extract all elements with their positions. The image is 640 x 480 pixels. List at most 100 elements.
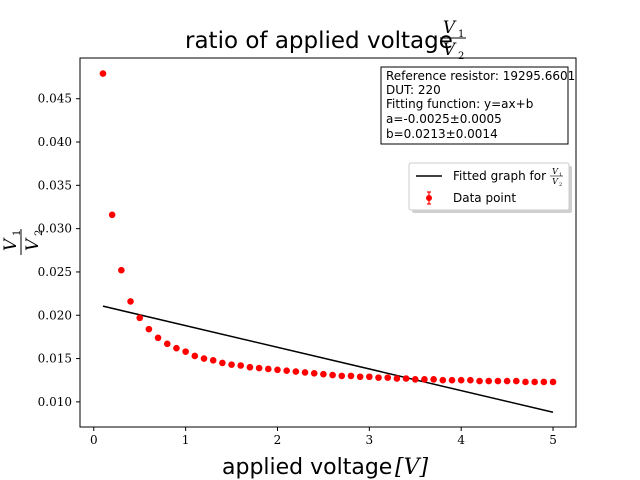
data-point: [540, 378, 548, 386]
data-point: [338, 372, 346, 380]
legend-line-label: Fitted graph for: [453, 169, 546, 183]
y-tick-label: 0.020: [38, 308, 72, 322]
data-point: [264, 365, 272, 373]
data-point: [228, 361, 235, 368]
info-line-fitting-function: Fitting function: y=ax+b: [386, 97, 533, 111]
legend-frac-num: V: [552, 167, 559, 176]
data-point: [402, 375, 410, 382]
data-point: [163, 340, 171, 348]
data-point: [522, 378, 529, 386]
info-box: Reference resistor: 19295.6601 DUT: 220 …: [380, 66, 575, 145]
data-point: [512, 377, 520, 385]
data-point: [531, 378, 538, 386]
data-point: [549, 378, 557, 386]
legend-frac-den: V: [552, 177, 559, 186]
title-frac-den: V: [443, 40, 457, 60]
data-point: [421, 376, 428, 383]
data-point-series: [99, 70, 557, 386]
info-line-a: a=-0.0025±0.0005: [386, 112, 502, 126]
x-tick-label: 0: [90, 433, 98, 447]
y-axis: 0.010 0.015 0.020 0.025 0.030 0.035 0.040 0.045: [38, 92, 80, 409]
x-tick-label: 3: [366, 433, 374, 447]
data-point: [182, 348, 189, 355]
data-point: [329, 371, 336, 379]
fitted-line-series: [102, 305, 554, 414]
data-point: [439, 376, 447, 384]
data-point: [191, 352, 199, 360]
data-point: [347, 372, 355, 380]
data-point: [237, 362, 245, 369]
y-tick-label: 0.035: [38, 178, 72, 192]
legend-frac-den-sub: 2: [559, 182, 562, 188]
data-point: [393, 375, 401, 382]
data-point: [476, 377, 483, 385]
y-tick-label: 0.025: [38, 265, 72, 279]
x-axis-label-text: applied voltage: [222, 455, 392, 480]
data-point: [173, 344, 180, 352]
data-point: [246, 363, 254, 371]
data-point: [356, 373, 364, 381]
data-point: [457, 376, 465, 384]
data-point: [366, 373, 373, 381]
y-label-frac-den-sub: 2: [34, 230, 45, 236]
y-label-frac-num: V: [1, 237, 21, 251]
data-point: [127, 298, 134, 305]
x-tick-label: 5: [549, 433, 557, 447]
data-point: [99, 70, 107, 77]
data-point: [320, 370, 327, 378]
data-point: [219, 359, 226, 367]
data-point: [467, 376, 474, 384]
y-axis-label: V 1 V 2: [1, 229, 45, 255]
legend-frame: [408, 162, 570, 211]
y-tick-label: 0.040: [38, 135, 72, 149]
data-point: [430, 376, 437, 383]
title-frac-num: V: [443, 18, 457, 38]
data-point: [411, 376, 419, 383]
data-point: [448, 376, 456, 384]
chart-title-text: ratio of applied voltage: [185, 28, 453, 54]
data-point: [503, 377, 511, 385]
y-tick-label: 0.010: [38, 395, 72, 409]
fitted-line: [102, 305, 554, 414]
legend-point-swatch: [426, 195, 432, 201]
data-point: [209, 357, 217, 364]
data-point: [310, 369, 318, 377]
y-tick-label: 0.030: [38, 222, 72, 236]
data-point: [200, 355, 208, 362]
y-label-frac-num-sub: 1: [12, 230, 23, 236]
y-tick-label: 0.045: [38, 92, 72, 106]
info-line-reference-resistor: Reference resistor: 19295.6601: [386, 69, 575, 83]
data-point: [375, 374, 382, 381]
data-point: [384, 374, 392, 381]
data-point: [274, 366, 281, 374]
data-point: [301, 369, 309, 376]
info-box-frame: [380, 66, 569, 145]
info-line-dut: DUT: 220: [386, 83, 441, 97]
data-point: [136, 314, 144, 322]
y-tick-label: 0.015: [38, 352, 72, 366]
x-tick-label: 2: [274, 433, 282, 447]
legend-frac-num-sub: 1: [559, 172, 562, 178]
data-point: [485, 377, 493, 385]
data-point: [118, 266, 125, 274]
data-point: [283, 367, 290, 374]
title-frac-den-sub: 2: [458, 51, 464, 62]
data-point: [255, 364, 263, 372]
data-point: [494, 377, 502, 385]
x-tick-label: 4: [457, 433, 465, 447]
data-point: [145, 325, 153, 333]
info-line-b: b=0.0213±0.0014: [386, 127, 498, 141]
x-axis-label-unit: [V]: [395, 455, 428, 480]
chart-title: ratio of applied voltage V 1 V 2: [185, 18, 466, 62]
data-point: [154, 334, 162, 342]
legend: Fitted graph for V 1 V 2 Data point: [408, 162, 572, 213]
legend-point-label: Data point: [453, 191, 516, 205]
x-tick-label: 1: [182, 433, 190, 447]
plot-frame: [79, 57, 577, 428]
y-label-frac-den: V: [23, 237, 43, 251]
title-frac-num-sub: 1: [458, 29, 464, 40]
data-point: [108, 211, 116, 219]
data-point: [292, 368, 300, 375]
x-axis: 0 1 2 3 4 5: [90, 427, 557, 447]
